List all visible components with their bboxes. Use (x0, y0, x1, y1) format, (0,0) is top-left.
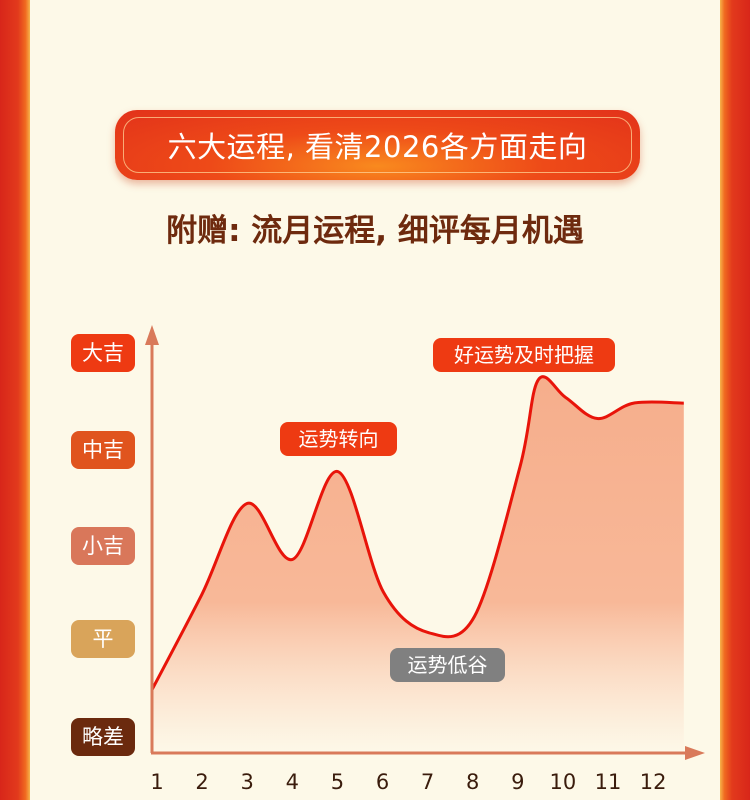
title-banner: 六大运程, 看清2026各方面走向 (115, 110, 640, 180)
level-label-2: 小吉 (71, 527, 135, 565)
series-line (150, 375, 684, 691)
x-tick-label: 5 (330, 770, 345, 794)
level-label-4: 大吉 (71, 334, 135, 372)
x-tick-label: 9 (511, 770, 525, 794)
x-tick-label: 11 (594, 770, 622, 794)
x-axis-arrow (685, 746, 705, 760)
y-axis-arrow (145, 325, 159, 345)
x-tick-label: 7 (420, 770, 435, 794)
x-tick-label: 8 (466, 770, 480, 794)
x-tick-label: 2 (195, 770, 209, 794)
x-tick-label: 1 (150, 770, 164, 794)
left-border (0, 0, 30, 800)
annotation-turning: 运势转向 (280, 422, 397, 456)
area-fill (152, 376, 684, 752)
level-label-0: 略差 (71, 718, 135, 756)
subtitle: 附赠: 流月运程, 细评每月机遇 (166, 213, 584, 249)
x-tick-label: 4 (285, 770, 299, 794)
x-tick-label: 10 (549, 770, 577, 794)
annotation-low: 运势低谷 (390, 648, 505, 682)
annotation-good-luck: 好运势及时把握 (433, 338, 615, 372)
x-tick-label: 12 (639, 770, 667, 794)
x-tick-label: 6 (375, 770, 390, 794)
level-label-1: 平 (71, 620, 135, 658)
level-label-3: 中吉 (71, 431, 135, 469)
right-border (720, 0, 750, 800)
x-tick-label: 3 (240, 770, 254, 794)
